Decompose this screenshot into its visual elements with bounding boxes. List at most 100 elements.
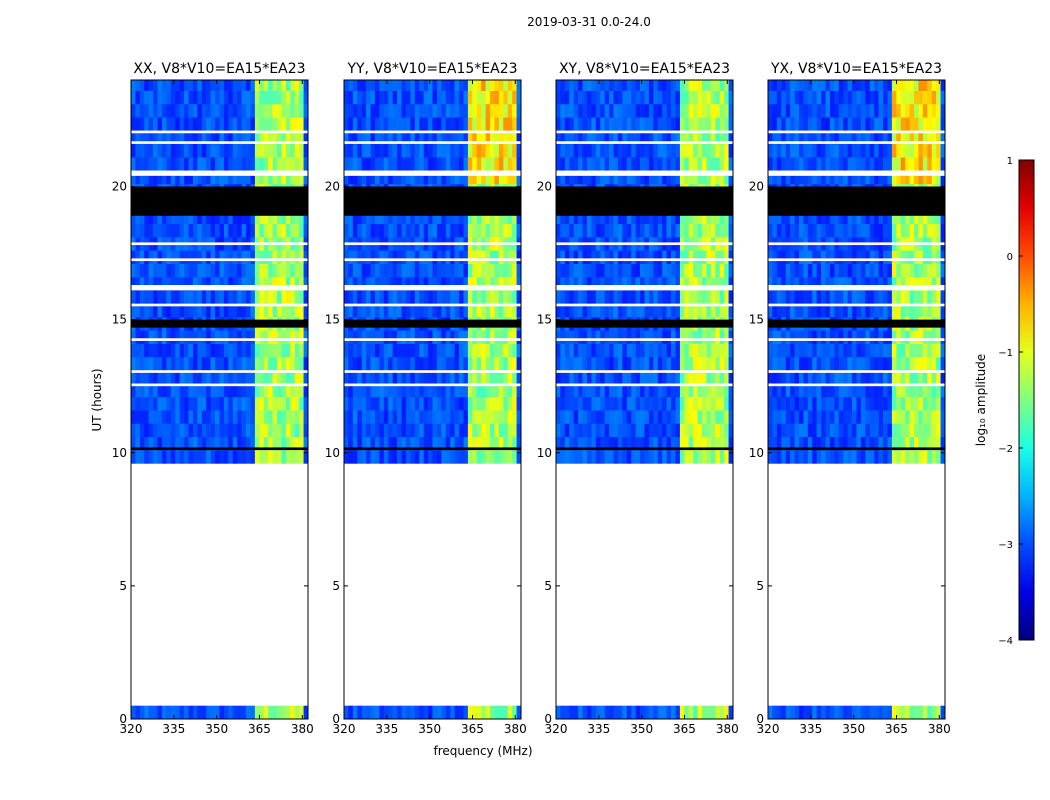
data-cell xyxy=(847,450,853,464)
data-cell xyxy=(617,410,623,424)
data-cell xyxy=(626,277,632,291)
data-cell xyxy=(812,223,817,238)
data-cell xyxy=(657,383,663,398)
data-cell xyxy=(454,277,460,291)
data-cell xyxy=(410,103,416,118)
data-cell xyxy=(807,290,813,304)
data-cell xyxy=(671,130,676,145)
data-cell xyxy=(794,436,800,451)
data-cell xyxy=(503,170,509,185)
data-cell xyxy=(569,290,574,304)
data-cell xyxy=(794,343,800,358)
data-cell xyxy=(366,143,371,158)
data-cell xyxy=(272,90,278,105)
data-cell xyxy=(595,290,601,304)
data-cell xyxy=(379,157,385,171)
data-cell xyxy=(666,383,672,398)
data-cell xyxy=(188,356,194,371)
flagged-band xyxy=(556,319,733,328)
data-cell xyxy=(573,157,579,171)
data-cell xyxy=(272,263,278,278)
data-cell xyxy=(512,170,517,185)
data-cell xyxy=(459,303,464,318)
gap-band xyxy=(344,285,521,291)
data-cell xyxy=(869,343,875,358)
data-cell xyxy=(653,80,659,91)
data-cell xyxy=(498,396,504,411)
data-cell xyxy=(419,383,424,398)
data-cell xyxy=(905,396,910,411)
data-cell xyxy=(617,343,623,358)
data-cell xyxy=(366,370,371,384)
data-cell xyxy=(564,223,570,238)
data-cell xyxy=(219,143,225,158)
data-cell xyxy=(578,143,583,158)
data-cell xyxy=(909,143,915,158)
data-cell xyxy=(631,90,636,105)
data-cell xyxy=(228,705,234,720)
data-cell xyxy=(215,356,220,371)
data-cell xyxy=(268,143,273,158)
data-cell xyxy=(768,410,773,424)
data-cell xyxy=(556,705,561,720)
data-cell xyxy=(507,223,513,238)
data-cell xyxy=(281,210,287,225)
y-tick-label: 20 xyxy=(325,180,340,194)
data-cell xyxy=(798,330,804,344)
data-cell xyxy=(148,436,154,451)
data-cell xyxy=(573,330,579,344)
data-cell xyxy=(931,436,937,451)
data-cell xyxy=(201,90,207,105)
data-cell xyxy=(454,450,460,464)
data-cell xyxy=(918,80,924,91)
data-cell xyxy=(887,343,893,358)
data-cell xyxy=(772,450,778,464)
data-cell xyxy=(184,103,189,118)
data-cell xyxy=(648,450,654,464)
data-cell xyxy=(379,330,385,344)
data-cell xyxy=(798,290,804,304)
data-cell xyxy=(838,705,844,720)
data-cell xyxy=(366,223,371,238)
data-cell xyxy=(821,705,826,720)
data-cell xyxy=(648,370,654,384)
data-cell xyxy=(922,210,928,225)
data-cell xyxy=(361,330,367,344)
data-cell xyxy=(829,170,835,185)
data-cell xyxy=(268,80,273,91)
data-cell xyxy=(210,130,216,145)
data-cell xyxy=(847,705,853,720)
data-cell xyxy=(591,303,597,318)
data-cell xyxy=(852,423,857,438)
data-cell xyxy=(254,157,260,171)
data-cell xyxy=(781,170,786,185)
data-cell xyxy=(671,436,676,451)
data-cell xyxy=(135,423,141,438)
data-cell xyxy=(728,250,734,265)
data-cell xyxy=(423,157,429,171)
data-cell xyxy=(693,263,698,278)
data-cell xyxy=(467,143,473,158)
gap-band xyxy=(344,170,521,176)
data-cell xyxy=(852,143,857,158)
data-cell xyxy=(684,410,690,424)
data-cell xyxy=(405,143,411,158)
data-cell xyxy=(613,263,619,278)
data-cell xyxy=(560,250,566,265)
data-cell xyxy=(383,356,389,371)
data-cell xyxy=(653,436,659,451)
data-cell xyxy=(441,143,447,158)
data-cell xyxy=(564,263,570,278)
data-cell xyxy=(790,383,795,398)
data-cell xyxy=(206,423,211,438)
data-cell xyxy=(573,90,579,105)
data-cell xyxy=(843,210,848,225)
data-cell xyxy=(290,410,296,424)
data-cell xyxy=(503,343,509,358)
data-cell xyxy=(829,370,835,384)
data-cell xyxy=(490,356,495,371)
data-cell xyxy=(246,450,251,464)
data-cell xyxy=(232,80,238,91)
gap-band xyxy=(768,242,945,246)
data-cell xyxy=(299,423,304,438)
